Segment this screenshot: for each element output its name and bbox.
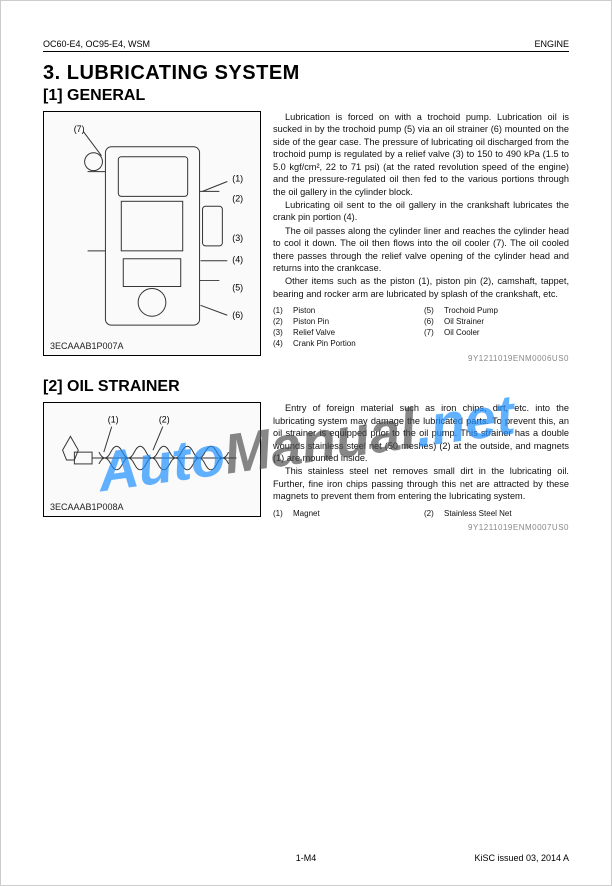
- section-1-text: Lubrication is forced on with a trochoid…: [273, 111, 569, 364]
- svg-text:(6): (6): [232, 310, 243, 320]
- svg-text:(7): (7): [74, 124, 85, 134]
- header-right: ENGINE: [534, 39, 569, 49]
- legend-2: (1)Magnet (2)Stainless Steel Net: [273, 509, 569, 520]
- svg-text:(2): (2): [159, 415, 170, 425]
- figure-2-id: 3ECAAAB1P008A: [50, 502, 124, 512]
- manual-page: OC60-E4, OC95-E4, WSM ENGINE 3. LUBRICAT…: [0, 0, 612, 886]
- engine-diagram-icon: (7) (1) (2) (3) (4) (5) (6): [44, 112, 260, 355]
- svg-text:(5): (5): [232, 282, 243, 292]
- page-header: OC60-E4, OC95-E4, WSM ENGINE: [43, 39, 569, 52]
- code-1: 9Y1211019ENM0006US0: [273, 354, 569, 365]
- figure-2: (1) (2) 3ECAAAB1P008A: [43, 402, 261, 517]
- svg-text:(1): (1): [108, 415, 119, 425]
- para: Other items such as the piston (1), pist…: [273, 275, 569, 300]
- subsection-1-title: [1] GENERAL: [43, 87, 569, 105]
- header-left: OC60-E4, OC95-E4, WSM: [43, 39, 150, 49]
- svg-text:(4): (4): [232, 255, 243, 265]
- svg-text:(1): (1): [232, 173, 243, 183]
- section-title: 3. LUBRICATING SYSTEM: [43, 62, 569, 85]
- strainer-diagram-icon: (1) (2): [44, 403, 260, 516]
- section-1-content: (7) (1) (2) (3) (4) (5) (6) 3ECAAAB1P007…: [43, 111, 569, 364]
- legend-1: (1)Piston (2)Piston Pin (3)Relief Valve …: [273, 306, 569, 349]
- figure-1-id: 3ECAAAB1P007A: [50, 341, 124, 351]
- figure-1: (7) (1) (2) (3) (4) (5) (6) 3ECAAAB1P007…: [43, 111, 261, 356]
- code-2: 9Y1211019ENM0007US0: [273, 523, 569, 534]
- para: Entry of foreign material such as iron c…: [273, 402, 569, 464]
- section-2-text: Entry of foreign material such as iron c…: [273, 402, 569, 534]
- para: Lubrication is forced on with a trochoid…: [273, 111, 569, 198]
- section-2-content: (1) (2) 3ECAAAB1P008A Entry of foreign m…: [43, 402, 569, 534]
- para: The oil passes along the cylinder liner …: [273, 225, 569, 275]
- para: This stainless steel net removes small d…: [273, 465, 569, 502]
- subsection-2-title: [2] OIL STRAINER: [43, 378, 569, 396]
- issue-info: KiSC issued 03, 2014 A: [474, 853, 569, 863]
- svg-text:(2): (2): [232, 193, 243, 203]
- svg-text:(3): (3): [232, 233, 243, 243]
- para: Lubricating oil sent to the oil gallery …: [273, 199, 569, 224]
